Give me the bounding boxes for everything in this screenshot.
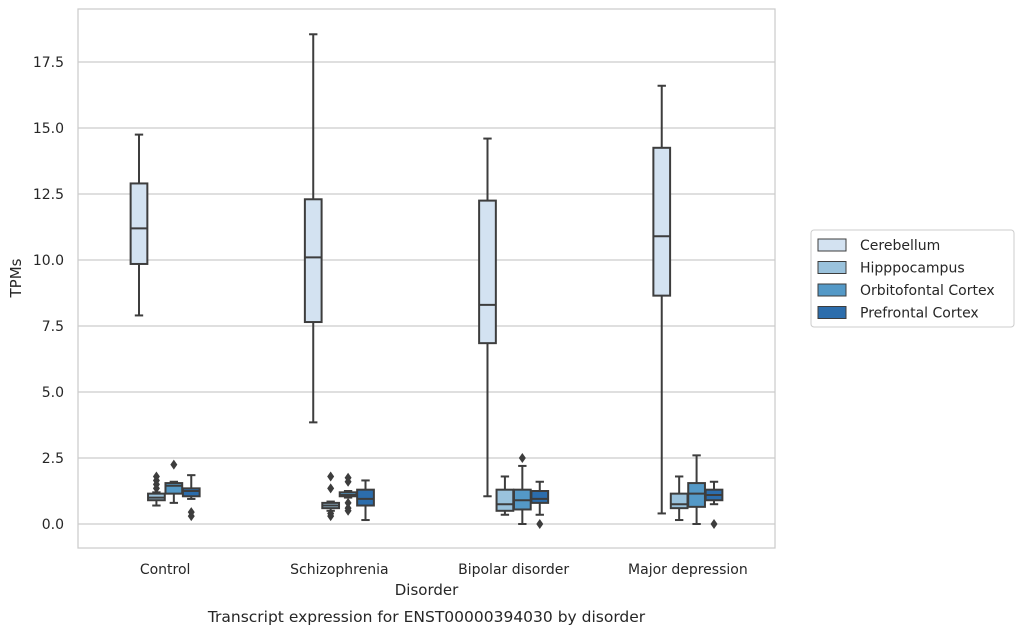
box-prefrontal-cortex-schizophrenia [356, 479, 375, 522]
box-hipppocampus-bipolar-disorder [495, 475, 515, 516]
outlier-point [187, 507, 195, 518]
legend: Cerebellum Hipppocampus Orbitofontal Corte… [810, 229, 1015, 328]
box-cerebellum-major-depression [652, 84, 672, 515]
box-orbitofontal-cortex-major-depression [687, 454, 706, 525]
outlier-point [710, 519, 718, 529]
gridlines [78, 61, 775, 525]
x-axis-ticks: Control Schizophrenia Bipolar disorder Majo… [140, 562, 748, 578]
box-orbitofontal-cortex-control [164, 459, 184, 504]
outlier-point [327, 508, 335, 519]
legend-items: Cerebellum Hipppocampus Orbitofontal Corte… [817, 238, 995, 322]
x-axis-label: Disorder [395, 581, 459, 599]
legend-label: Orbitofontal Cortex [860, 283, 995, 299]
box-body [687, 482, 706, 508]
y-tick-label: 2.5 [42, 451, 64, 467]
box-body [530, 490, 550, 504]
outlier-point [327, 483, 335, 494]
box-body [652, 146, 672, 297]
outlier-point [327, 471, 335, 482]
y-tick-label: 10.0 [33, 253, 64, 269]
legend-frame [810, 229, 1015, 328]
box-hipppocampus-control [147, 471, 166, 507]
box-body [669, 492, 689, 510]
plot-area-frame [77, 8, 776, 549]
legend-swatch [817, 261, 847, 274]
box-orbitofontal-cortex-bipolar-disorder [512, 453, 532, 525]
box-body [129, 182, 149, 265]
box-hipppocampus-schizophrenia [321, 471, 341, 522]
legend-label: Cerebellum [860, 238, 940, 254]
y-tick-label: 0.0 [42, 517, 64, 533]
y-tick-label: 7.5 [42, 319, 64, 335]
legend-swatch [817, 306, 847, 319]
box-body [303, 198, 323, 324]
box-body [495, 488, 515, 512]
legend-swatch [817, 283, 847, 297]
y-tick-label: 17.5 [33, 55, 64, 71]
box-hipppocampus-major-depression [669, 475, 689, 522]
box-body [181, 487, 201, 498]
legend-label: Hipppocampus [860, 261, 965, 277]
y-tick-label: 12.5 [33, 187, 64, 203]
outlier-point [344, 472, 352, 483]
y-axis-ticks: 0.0 2.5 5.0 7.5 10.0 12.5 15.0 17.5 [33, 55, 64, 533]
box-cerebellum-bipolar-disorder [478, 137, 497, 498]
box-body [164, 482, 184, 495]
box-prefrontal-cortex-control [181, 474, 201, 522]
legend-label: Prefrontal Cortex [860, 306, 979, 322]
box-body [356, 488, 375, 507]
x-tick-label: Major depression [628, 562, 748, 578]
outlier-point [152, 471, 160, 482]
outlier-point [518, 453, 526, 463]
box-cerebellum-schizophrenia [303, 33, 323, 424]
y-axis-label: TPMs [7, 258, 25, 298]
box-cerebellum-control [129, 133, 149, 317]
x-tick-label: Bipolar disorder [458, 562, 569, 578]
outlier-point [344, 497, 352, 508]
outlier-point [344, 503, 352, 514]
outlier-point [170, 459, 178, 470]
y-tick-label: 15.0 [33, 121, 64, 137]
legend-swatch [817, 238, 847, 252]
x-tick-label: Control [140, 562, 191, 578]
box-prefrontal-cortex-bipolar-disorder [530, 480, 550, 529]
outlier-point [536, 519, 544, 529]
box-body [478, 199, 497, 345]
box-marks [129, 33, 724, 529]
box-orbitofontal-cortex-schizophrenia [338, 472, 358, 516]
y-tick-label: 5.0 [42, 385, 64, 401]
chart-caption: Transcript expression for ENST0000039403… [207, 608, 646, 626]
box-prefrontal-cortex-major-depression [704, 480, 724, 529]
x-tick-label: Schizophrenia [290, 562, 388, 578]
